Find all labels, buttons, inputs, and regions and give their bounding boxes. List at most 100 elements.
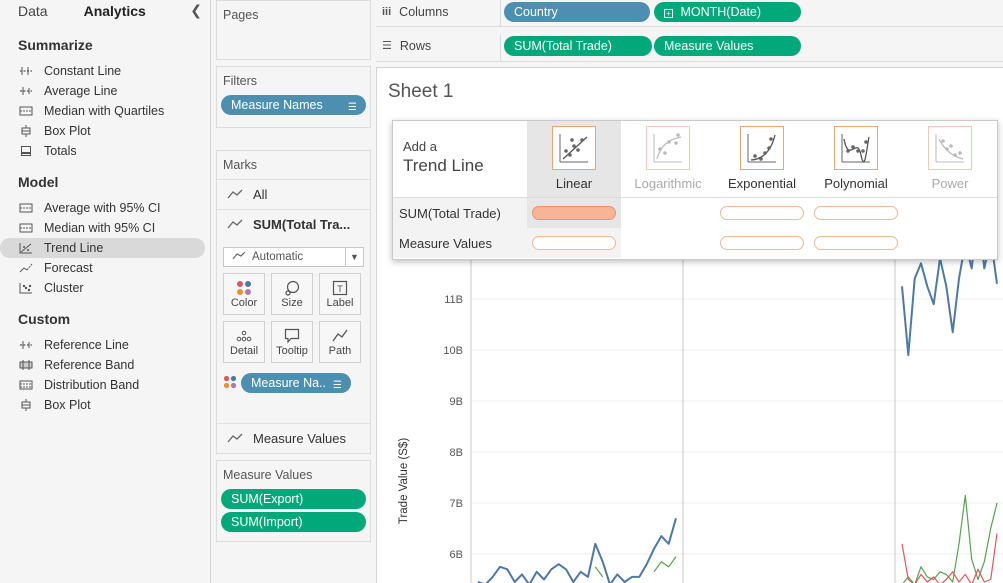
analytics-item-reference-line[interactable]: Reference Line [0,335,210,355]
analytics-item-label: Box Plot [44,398,91,412]
analytics-item-box-plot[interactable]: Box Plot [0,395,210,415]
trend-line-drop-popup: Add a Trend Line Linear Logarithmic Expo… [392,120,998,260]
series-line-export [902,494,998,583]
analytics-item-label: Totals [44,144,77,158]
analytics-item-label: Median with 95% CI [44,221,156,235]
trend-type-polynomial[interactable]: Polynomial [809,121,903,197]
y-tick-label: 6B [450,549,463,561]
filters-card[interactable]: Filters Measure Names ☰ [216,66,371,128]
tab-data[interactable]: Data [18,3,48,19]
rows-label-text: Rows [399,39,432,53]
marks-measure-values-label: Measure Values [253,431,346,446]
line-chart[interactable]: 6B 7B 8B 9B 10B 11B Trade Value (S$) [377,68,1003,583]
median-ci-icon [18,221,34,235]
line-mark-icon [232,251,246,263]
pane-tabs: Data Analytics ❮ [0,0,210,24]
drop-target-polynomial-measure-values[interactable] [814,236,898,250]
svg-text:T: T [336,285,343,295]
cluster-icon [18,281,34,295]
analytics-item-reference-band[interactable]: Reference Band [0,355,210,375]
drop-target-exponential-measure-values[interactable] [720,236,804,250]
analytics-item-distribution-band[interactable]: Distribution Band [0,375,210,395]
drop-target-exponential-total-trade[interactable] [720,206,804,220]
rows-shelf[interactable]: ☰ Rows SUM(Total Trade) Measure Values [376,34,1003,62]
y-tick-label: 11B [444,294,463,306]
marks-total-trade-row[interactable]: SUM(Total Tra... [217,209,370,239]
polynomial-trend-icon [834,126,878,170]
row-pill-measure-values[interactable]: Measure Values [654,36,801,56]
trend-type-power-label: Power [931,176,969,191]
analytics-item-label: Average with 95% CI [44,201,161,215]
analytics-item-cluster[interactable]: Cluster [0,278,210,298]
tab-analytics[interactable]: Analytics [83,3,146,19]
trend-type-exponential-label: Exponential [728,176,796,191]
mark-buttons: Color Size T Label Detail Tooltip Path [217,273,370,363]
collapse-pane-icon[interactable]: ❮ [190,2,202,18]
columns-label-text: Columns [399,5,449,19]
analytics-sections: Summarize Constant Line Average Line Median… [0,24,210,415]
row-pill-total-trade[interactable]: SUM(Total Trade) [504,36,652,56]
trend-type-polynomial-label: Polynomial [824,176,888,191]
size-button[interactable]: Size [271,273,313,315]
analytics-item-forecast[interactable]: Forecast [0,258,210,278]
analytics-item-average-line[interactable]: Average Line [0,81,210,101]
measure-pill-export[interactable]: SUM(Export) [221,489,366,509]
analytics-item-label: Trend Line [44,241,104,255]
pages-card-title: Pages [223,8,259,22]
analytics-item-trend-line[interactable]: Trend Line [0,238,205,258]
column-pill-month-date[interactable]: + MONTH(Date) [654,2,801,22]
popup-heading: Add a Trend Line [403,139,484,176]
y-tick-label: 10B [443,345,463,357]
column-pill-month-label: MONTH(Date) [680,5,762,19]
measure-values-card[interactable]: Measure Values SUM(Export) SUM(Import) [216,460,371,542]
color-icon [223,375,237,392]
analytics-item-label: Forecast [44,261,93,275]
drop-target-polynomial-total-trade[interactable] [814,206,898,220]
color-button[interactable]: Color [223,273,265,315]
mark-type-value: Automatic [252,251,304,263]
popup-heading-line2: Trend Line [403,156,484,175]
marks-measure-values-row[interactable]: Measure Values [217,423,370,453]
power-trend-icon [928,126,972,170]
analytics-item-label: Median with Quartiles [44,104,165,118]
drop-target-linear-measure-values[interactable] [532,236,616,250]
analytics-item-average-with-95-ci[interactable]: Average with 95% CI [0,198,210,218]
label-icon: T [332,279,348,297]
tooltip-icon [284,327,300,345]
shelf-divider [500,0,501,27]
trend-type-linear[interactable]: Linear [527,121,621,197]
detail-button[interactable]: Detail [223,321,265,363]
pages-card: Pages [216,0,371,60]
trend-type-exponential[interactable]: Exponential [715,121,809,197]
columns-shelf[interactable]: iii Columns Country + MONTH(Date) [376,0,1003,27]
popup-row-separator [393,197,997,198]
popup-heading-line1: Add a [403,139,437,154]
path-button[interactable]: Path [319,321,361,363]
analytics-item-median-with-95-ci[interactable]: Median with 95% CI [0,218,210,238]
section-title-custom: Custom [18,311,71,327]
filter-pill-measure-names[interactable]: Measure Names ☰ [221,95,366,115]
drop-target-linear-total-trade[interactable] [532,206,616,220]
color-pill-measure-names[interactable]: Measure Na.. ☰ [241,373,351,393]
rows-icon: ☰ [382,40,392,52]
analytics-item-median-with-quartiles[interactable]: Median with Quartiles [0,101,210,121]
measure-pill-import[interactable]: SUM(Import) [221,512,366,532]
distribution-band-icon [18,378,34,392]
sort-icon: ☰ [348,102,357,113]
path-button-label: Path [328,345,352,357]
column-pill-country[interactable]: Country [504,2,650,22]
chevron-down-icon: ▼ [345,248,363,266]
tooltip-button[interactable]: Tooltip [271,321,313,363]
marks-all-row[interactable]: All [217,179,370,209]
box-plot-icon [18,124,34,138]
analytics-item-constant-line[interactable]: Constant Line [0,61,210,81]
label-button[interactable]: T Label [319,273,361,315]
analytics-item-totals[interactable]: Totals [0,141,210,161]
trend-type-logarithmic-label: Logarithmic [634,176,702,191]
y-axis-title: Trade Value (S$) [398,438,410,524]
marks-card: Marks All SUM(Total Tra... Automatic ▼ C… [216,150,371,454]
logarithmic-trend-icon [646,126,690,170]
mark-type-dropdown[interactable]: Automatic ▼ [223,247,364,267]
section-title-model: Model [18,174,59,190]
analytics-item-box-plot[interactable]: Box Plot [0,121,210,141]
